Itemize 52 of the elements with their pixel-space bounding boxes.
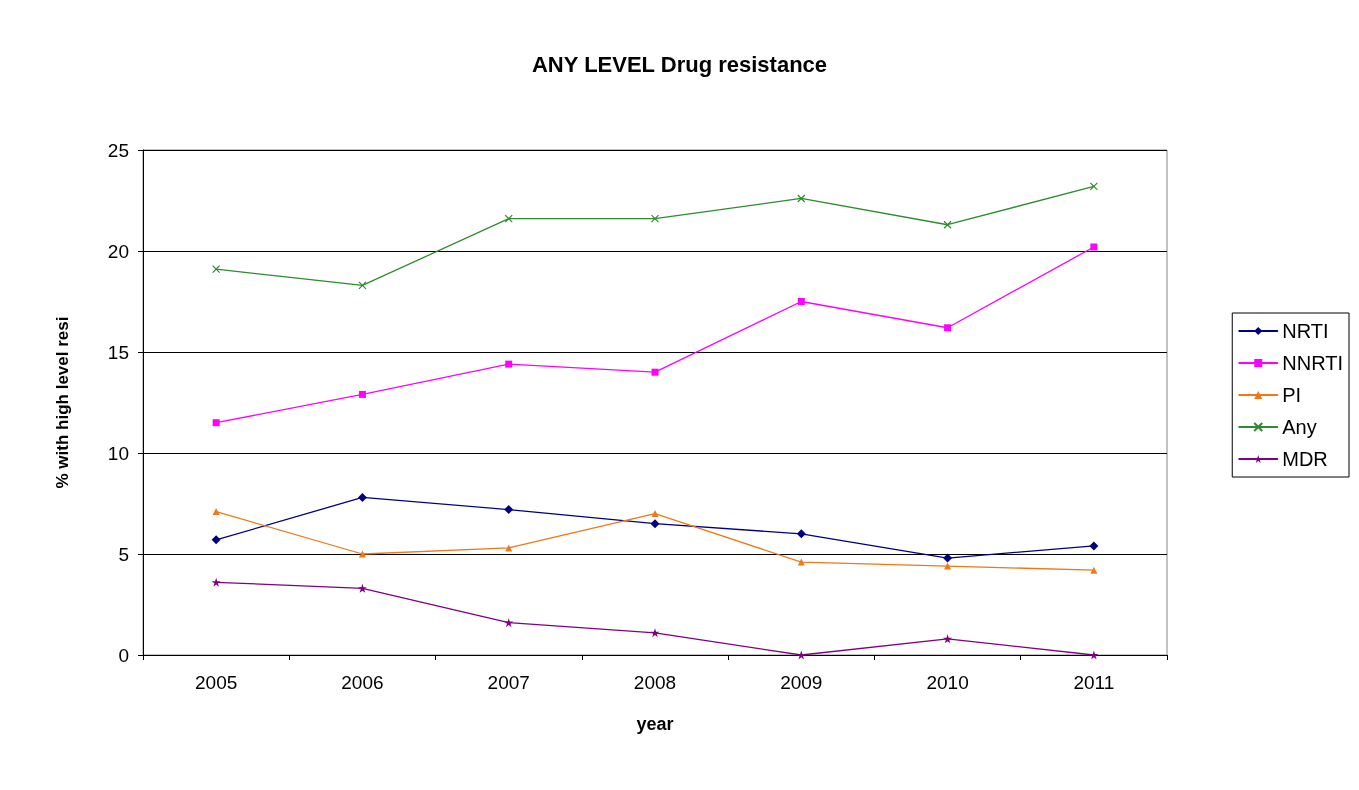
point xyxy=(211,535,221,545)
point xyxy=(504,214,513,223)
point xyxy=(944,562,952,570)
point xyxy=(211,577,221,587)
legend-label: NRTI xyxy=(1282,320,1329,342)
y-tick-label: 20 xyxy=(107,240,129,262)
x-tick-label: 2009 xyxy=(780,672,823,693)
point xyxy=(650,214,660,223)
x-tick-label: 2005 xyxy=(195,672,238,693)
point xyxy=(1090,243,1098,251)
point xyxy=(1090,566,1098,574)
x-axis-title: year xyxy=(636,714,674,734)
point xyxy=(651,510,659,518)
point xyxy=(212,419,220,427)
x-tick-label: 2007 xyxy=(487,672,530,693)
point xyxy=(650,519,660,529)
point xyxy=(358,281,367,290)
point xyxy=(357,583,367,593)
legend-label: MDR xyxy=(1282,448,1328,470)
x-tick-label: 2010 xyxy=(926,672,969,693)
y-tick-label: 15 xyxy=(107,341,129,363)
chart-title: ANY LEVEL Drug resistance xyxy=(531,51,828,77)
y-tick-label: 10 xyxy=(107,442,129,464)
point xyxy=(797,298,805,305)
point xyxy=(1089,182,1098,191)
point xyxy=(651,368,659,376)
point xyxy=(504,505,514,515)
point xyxy=(797,194,806,203)
legend-label: NNRTI xyxy=(1282,352,1344,374)
point xyxy=(944,324,952,332)
point xyxy=(357,492,367,502)
legend-label: Any xyxy=(1282,416,1317,438)
x-tick-label: 2011 xyxy=(1073,672,1115,693)
point xyxy=(1089,541,1099,551)
legend-label: PI xyxy=(1282,384,1302,406)
point xyxy=(943,553,953,563)
x-tick-label: 2006 xyxy=(341,672,384,693)
point xyxy=(212,508,220,516)
point xyxy=(505,360,513,368)
point xyxy=(943,220,952,229)
point xyxy=(943,634,953,644)
point xyxy=(796,529,806,539)
y-tick-label: 0 xyxy=(118,644,129,666)
y-tick-label: 5 xyxy=(118,543,129,565)
point xyxy=(212,265,221,274)
point xyxy=(797,558,805,566)
point xyxy=(358,390,366,398)
x-tick-label: 2008 xyxy=(633,672,677,693)
point xyxy=(504,618,514,628)
point xyxy=(358,550,366,558)
y-axis-title: % with high level resi xyxy=(53,316,72,489)
y-tick-label: 25 xyxy=(107,139,129,161)
